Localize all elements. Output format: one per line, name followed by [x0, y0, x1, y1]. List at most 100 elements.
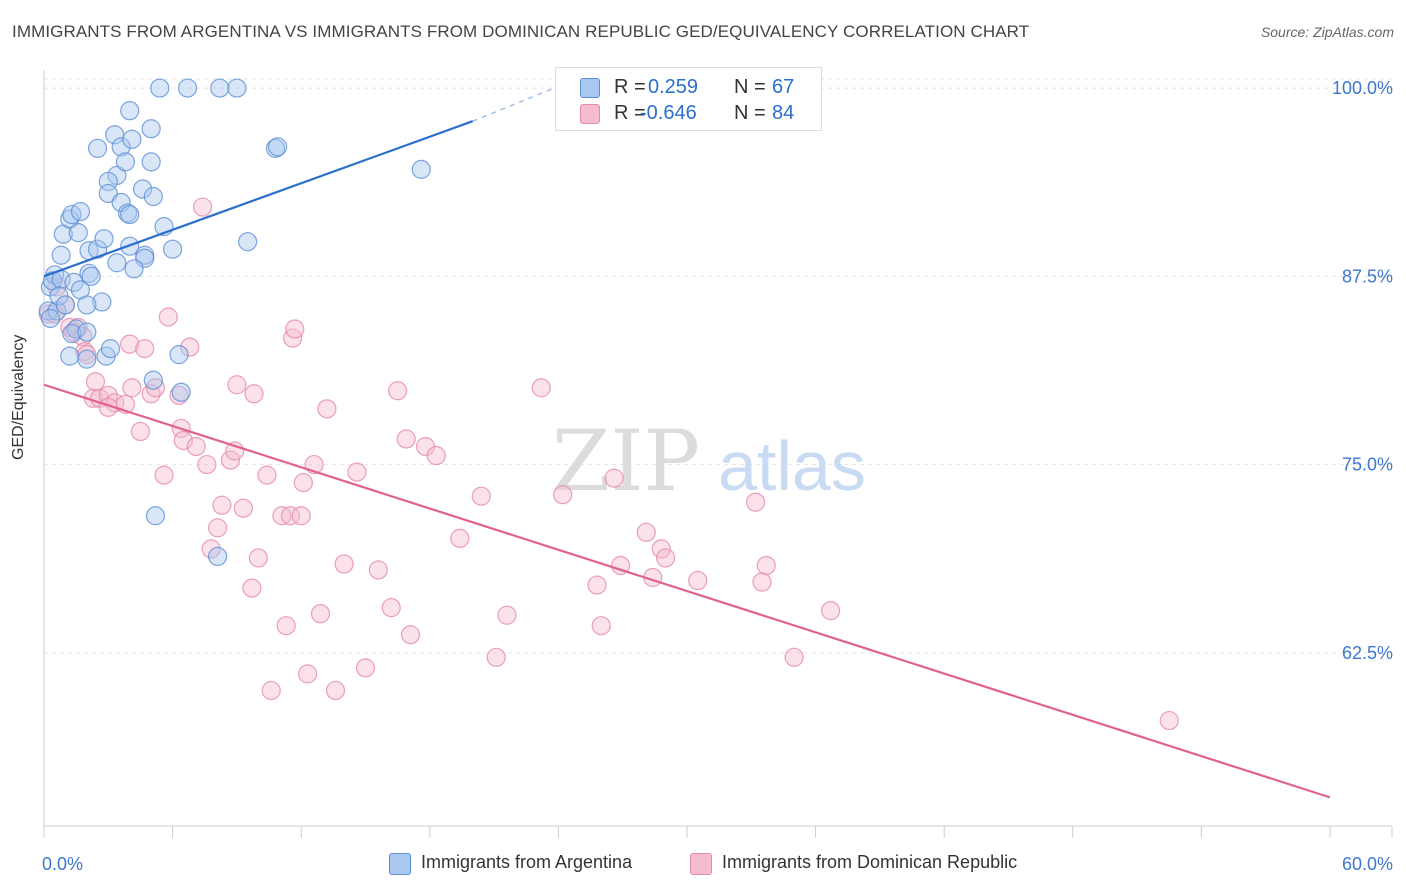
point-dominican	[636, 522, 656, 542]
point-dominican	[135, 339, 155, 359]
point-dominican	[242, 578, 262, 598]
point-dominican	[285, 319, 305, 339]
legend-n-label: N =	[734, 76, 766, 98]
point-dominican	[651, 539, 671, 559]
tick-labels: 100.0% 87.5% 75.0% 62.5% 0.0% 60.0%	[42, 78, 1393, 874]
point-dominican	[745, 492, 766, 512]
point-dominican	[368, 560, 388, 580]
y-tick-label: 62.5%	[1342, 643, 1393, 663]
legend-swatch-argentina	[580, 78, 600, 98]
legend-label-argentina: Immigrants from Argentina	[421, 852, 633, 872]
point-dominican	[248, 548, 268, 568]
point-argentina	[210, 78, 230, 98]
legend-n-label: N =	[734, 102, 766, 124]
point-dominican	[201, 539, 221, 559]
y-tick-label: 100.0%	[1332, 78, 1393, 98]
point-argentina	[143, 186, 163, 207]
point-argentina	[70, 201, 91, 222]
point-dominican	[388, 381, 408, 401]
point-argentina	[55, 295, 76, 315]
point-dominican	[227, 375, 247, 395]
point-dominican	[655, 548, 676, 568]
x-tick-label: 60.0%	[1342, 854, 1393, 874]
y-axis-label: GED/Equivalency	[10, 334, 27, 460]
point-argentina	[171, 382, 191, 402]
point-argentina	[107, 253, 127, 273]
y-tick-label: 75.0%	[1342, 455, 1393, 475]
point-dominican	[752, 572, 772, 592]
point-dominican	[186, 436, 206, 457]
point-argentina	[81, 266, 101, 286]
point-dominican	[317, 399, 337, 419]
point-argentina	[150, 78, 170, 98]
legend-swatch-dominican	[580, 104, 600, 124]
point-dominican	[77, 345, 97, 365]
legend-r-label: R =	[614, 76, 646, 98]
point-argentina	[163, 239, 183, 259]
point-dominican	[531, 378, 551, 398]
point-argentina	[64, 272, 84, 292]
point-dominican	[154, 465, 174, 485]
point-dominican	[347, 462, 367, 482]
trend-line-argentina-extension	[472, 81, 570, 122]
point-dominican	[244, 384, 264, 404]
point-dominican	[334, 554, 354, 574]
point-dominican	[85, 372, 106, 392]
axes	[43, 70, 1393, 838]
point-dominican	[197, 454, 217, 475]
point-dominican	[756, 555, 776, 576]
point-argentina	[268, 137, 288, 157]
point-dominican	[310, 604, 331, 624]
y-tick-label: 87.5%	[1342, 266, 1393, 286]
point-dominican	[591, 616, 611, 636]
point-dominican	[604, 468, 624, 488]
point-dominican	[1159, 710, 1179, 731]
point-dominican	[291, 506, 311, 526]
point-dominican	[120, 334, 140, 354]
legend-swatch-dominican	[690, 853, 712, 875]
point-argentina	[77, 322, 97, 342]
point-dominican	[298, 664, 318, 684]
point-dominican	[396, 429, 416, 449]
point-dominican	[257, 465, 277, 485]
point-dominican	[212, 495, 232, 515]
x-tick-label: 0.0%	[42, 854, 83, 874]
point-dominican	[122, 378, 142, 398]
point-argentina	[111, 137, 131, 157]
point-dominican	[180, 337, 200, 357]
point-dominican	[400, 625, 421, 645]
point-dominican	[426, 445, 446, 466]
point-dominican	[471, 486, 491, 506]
point-argentina	[51, 245, 71, 265]
point-dominican	[233, 498, 253, 518]
point-argentina	[141, 152, 161, 172]
point-argentina	[77, 295, 97, 315]
point-dominican	[381, 598, 401, 618]
chart-title: IMMIGRANTS FROM ARGENTINA VS IMMIGRANTS …	[12, 22, 1030, 41]
point-dominican	[355, 658, 376, 678]
point-dominican	[497, 605, 517, 625]
point-argentina	[141, 119, 161, 139]
point-argentina	[68, 223, 88, 243]
point-argentina	[143, 370, 163, 390]
legend-label-dominican: Immigrants from Dominican Republic	[722, 852, 1018, 872]
legend-r-value: -0.646	[640, 102, 697, 124]
legend-r-value: 0.259	[648, 76, 699, 98]
point-argentina	[227, 78, 247, 98]
point-argentina	[92, 292, 112, 312]
point-dominican	[145, 378, 166, 398]
trend-line-argentina	[43, 120, 474, 278]
point-argentina	[238, 232, 258, 252]
point-dominican	[193, 197, 213, 217]
point-dominican	[486, 647, 506, 667]
point-argentina	[178, 78, 198, 98]
point-argentina	[120, 101, 140, 121]
point-dominican	[587, 575, 607, 595]
point-dominican	[688, 570, 708, 591]
legend-n-value: 84	[772, 102, 795, 124]
point-argentina	[132, 179, 153, 199]
point-argentina	[77, 349, 97, 369]
point-dominican	[208, 518, 228, 538]
watermark-zip: ZIP	[552, 412, 700, 510]
